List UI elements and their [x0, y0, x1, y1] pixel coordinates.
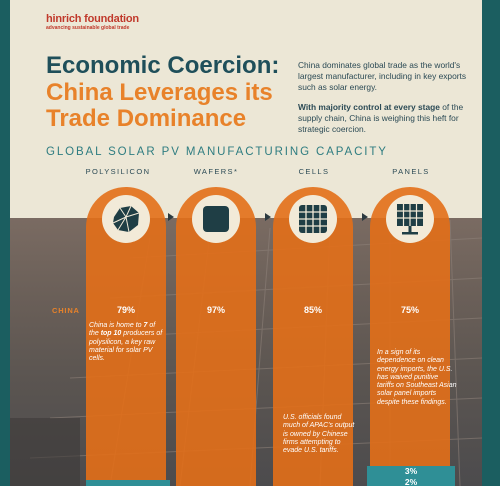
wafers-badge: [192, 195, 240, 243]
right-frame: [482, 0, 500, 486]
solar-cell-icon: [299, 205, 327, 233]
logo-name: hinrich foundation: [46, 13, 139, 25]
intro-paragraph-1: China dominates global trade as the worl…: [298, 60, 467, 92]
panels-badge: [386, 195, 434, 243]
column-header-wafers: WAFERS*: [193, 167, 239, 176]
polysilicon-note-bold2: top 10: [100, 330, 122, 338]
page-title-line2: China Leverages its Trade Dominance: [46, 79, 273, 132]
polysilicon-note-part2: of the: [89, 322, 156, 338]
page-title-line1: Economic Coercion:: [46, 52, 280, 79]
china-share-cells: 85%: [303, 305, 322, 315]
intro-paragraph-2: With majority control at every stage of …: [298, 102, 470, 135]
logo[interactable]: hinrich foundation advancing sustainable…: [46, 13, 139, 31]
flow-arrow-2: [265, 213, 271, 221]
flow-arrow-3: [362, 213, 368, 221]
polysilicon-bottom-strip: [86, 480, 170, 486]
polysilicon-badge: [102, 195, 150, 243]
china-share-polysilicon: 79%: [116, 305, 135, 315]
polysilicon-rock-icon: [112, 205, 140, 233]
panels-other-share-bar-2: 2%: [367, 477, 455, 486]
wafer-icon: [203, 206, 229, 232]
flow-arrow-1: [168, 213, 174, 221]
china-share-panels: 75%: [400, 305, 419, 315]
column-header-panels: PANELS: [392, 167, 430, 176]
intro-paragraph-2-bold: With majority control at every stage: [298, 102, 440, 112]
cells-badge: [289, 195, 337, 243]
panels-note: In a sign of its dependence on clean ene…: [377, 349, 457, 406]
panels-other-share-bar-1: 3%: [367, 466, 455, 477]
intro-paragraph-2-rest: of the supply chain, China is weighing t…: [298, 102, 464, 134]
solar-panel-icon: [397, 204, 423, 235]
logo-tagline: advancing sustainable global trade: [46, 25, 130, 31]
china-share-wafers: 97%: [206, 305, 225, 315]
column-header-cells: CELLS: [298, 167, 330, 176]
polysilicon-note-bold1: 7: [143, 322, 148, 329]
polysilicon-note-part3: producers of polysilicon, a key raw mate…: [89, 330, 163, 363]
cells-note: U.S. officials found much of APAC's outp…: [283, 414, 355, 455]
section-title: GLOBAL SOLAR PV MANUFACTURING CAPACITY: [46, 146, 388, 158]
column-header-polysilicon: POLYSILICON: [85, 167, 151, 176]
row-label-china: CHINA: [52, 306, 80, 315]
left-frame: [0, 0, 10, 486]
polysilicon-note-part1: China is home to: [89, 322, 144, 329]
polysilicon-note: China is home to 7 of the top 10 produce…: [89, 322, 165, 363]
